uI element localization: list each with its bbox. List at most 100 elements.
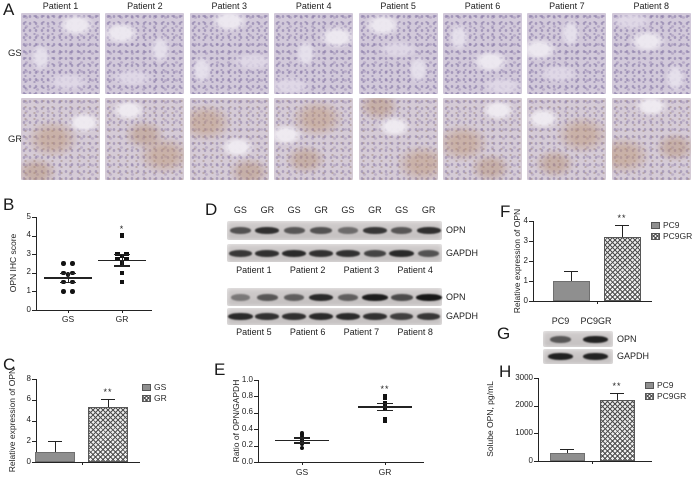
x-tick-mark (68, 310, 69, 313)
x-axis (538, 461, 652, 462)
patient-label: Patient 2 (127, 1, 163, 11)
x-category-label: GR (378, 467, 392, 477)
ihc-image-gr (189, 98, 269, 180)
ihc-image-gs (105, 13, 185, 94)
protein-band (337, 293, 359, 301)
blot-strip (227, 221, 442, 240)
bar-pc9 (549, 452, 585, 461)
y-tick-label: 6 (26, 394, 31, 404)
y-tick-label: 4 (523, 215, 528, 225)
error-cap-bottom (60, 282, 76, 284)
y-tick-mark (529, 221, 533, 222)
data-point (299, 441, 305, 447)
protein-band (391, 227, 413, 234)
error-cap (48, 441, 62, 443)
legend-swatch-solid (645, 381, 654, 389)
y-tick-label: 3000 (515, 372, 533, 382)
band-name: GAPDH (617, 351, 650, 361)
y-tick-mark (534, 433, 538, 435)
y-tick-label: 0 (523, 295, 528, 305)
lane-label: GR (314, 205, 328, 215)
data-point (119, 270, 125, 276)
legend-swatch-hatch (651, 232, 660, 240)
band-name: OPN (446, 225, 466, 235)
panel-h-y-axis-title: Solube OPN, pg/mL (485, 381, 495, 457)
y-tick-mark (529, 261, 533, 262)
y-tick-mark (32, 217, 36, 218)
bar-pc9 (552, 281, 590, 301)
x-tick-mark (385, 462, 386, 465)
patient-label: Patient 3 (343, 265, 380, 275)
ihc-image-gs (527, 13, 607, 94)
ihc-image-gs (358, 13, 438, 94)
protein-band (390, 293, 413, 301)
x-category-label: GS (295, 467, 309, 477)
y-tick-mark (534, 405, 538, 407)
protein-band (281, 249, 307, 257)
significance-marker: ** (103, 386, 113, 397)
protein-band (363, 249, 387, 257)
patient-label: Patient 3 (211, 1, 248, 11)
bar-gr (88, 407, 128, 462)
error-bar (385, 402, 387, 410)
patient-label: Patient 6 (289, 327, 326, 337)
patient-label: Patient 4 (397, 265, 433, 275)
protein-band (417, 249, 440, 257)
error-cap-top (294, 437, 310, 439)
protein-band (228, 249, 253, 257)
y-tick-mark (32, 291, 36, 293)
protein-band (416, 313, 441, 320)
ihc-image-gs (189, 13, 269, 94)
data-point (382, 406, 388, 411)
y-tick-label: 1 (523, 275, 528, 285)
band-name: GAPDH (446, 247, 479, 258)
protein-band (583, 353, 608, 360)
legend-label: PC9GR (657, 391, 687, 401)
protein-band (550, 335, 571, 343)
error-bar (617, 392, 619, 401)
y-tick-mark (254, 380, 258, 381)
legend-swatch-solid (651, 221, 660, 229)
x-tick-mark (122, 310, 123, 313)
y-tick-label: 2000 (515, 400, 533, 410)
protein-band (362, 293, 388, 301)
legend-item: GR (142, 394, 167, 403)
y-tick-mark (254, 429, 258, 431)
protein-band (335, 313, 361, 320)
error-bar (567, 448, 569, 453)
protein-band (255, 313, 280, 320)
bar-gs (35, 451, 75, 462)
patient-label: Patient 7 (549, 1, 585, 11)
error-bar (108, 398, 110, 407)
panel-e-label: E (214, 360, 226, 379)
y-tick-mark (32, 420, 36, 422)
data-point (61, 289, 67, 294)
error-cap (610, 392, 624, 394)
data-point (382, 395, 388, 401)
x-tick-mark (592, 461, 593, 464)
ihc-image-gr (274, 98, 354, 180)
panel-f-label: F (500, 202, 511, 221)
patient-label: Patient 5 (380, 1, 416, 11)
data-point (61, 261, 67, 266)
error-cap-top (60, 272, 76, 274)
patient-label: Patient 4 (295, 1, 332, 11)
legend-label: PC9GR (663, 231, 693, 241)
y-tick-mark (534, 461, 538, 462)
protein-band (228, 313, 253, 320)
panel-h-label: H (499, 362, 512, 381)
error-bar (571, 271, 573, 281)
legend-swatch-hatch (645, 392, 654, 400)
y-axis (533, 221, 534, 302)
bar-pc9gr (599, 400, 635, 461)
protein-band (283, 293, 305, 301)
panel-a-label: A (3, 0, 15, 19)
y-tick-label: 2 (523, 255, 528, 265)
y-axis (36, 217, 37, 311)
legend-swatch-solid (142, 383, 151, 391)
data-point (65, 272, 71, 277)
band-name: OPN (617, 333, 637, 344)
